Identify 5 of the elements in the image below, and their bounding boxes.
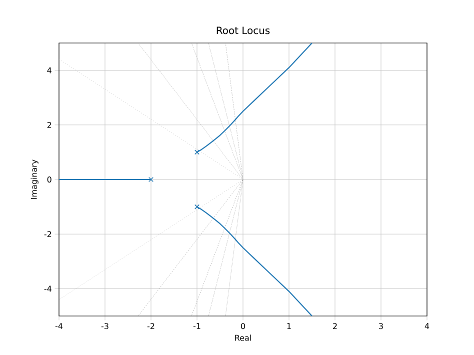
line-series <box>59 43 244 316</box>
point <box>194 150 200 155</box>
point <box>194 204 200 210</box>
chart-title: Root Locus <box>216 26 270 34</box>
point <box>148 176 154 182</box>
